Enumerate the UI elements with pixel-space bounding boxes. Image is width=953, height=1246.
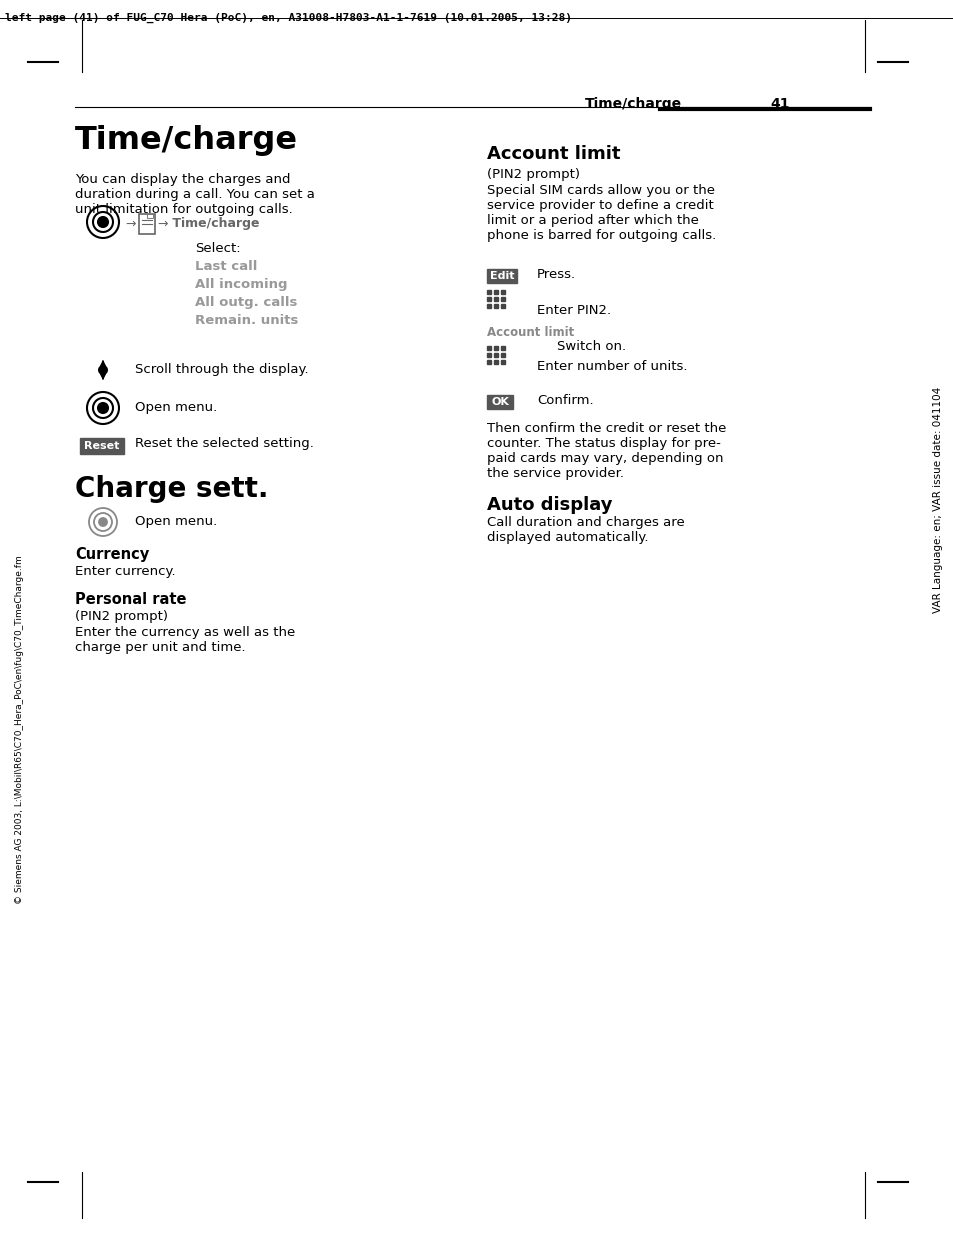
Text: Last call: Last call — [194, 260, 257, 273]
Bar — [486, 304, 491, 308]
Text: Enter the currency as well as the
charge per unit and time.: Enter the currency as well as the charge… — [75, 625, 294, 654]
Bar — [486, 297, 491, 302]
Text: Special SIM cards allow you or the
service provider to define a credit
limit or : Special SIM cards allow you or the servi… — [486, 184, 716, 242]
Text: Time/charge: Time/charge — [584, 97, 681, 111]
Text: Press.: Press. — [537, 268, 576, 282]
Text: Open menu.: Open menu. — [135, 515, 217, 528]
Text: (PIN2 prompt): (PIN2 prompt) — [486, 168, 579, 181]
Text: Call duration and charges are
displayed automatically.: Call duration and charges are displayed … — [486, 516, 684, 545]
Bar — [486, 269, 517, 283]
Text: Personal rate: Personal rate — [75, 592, 186, 607]
Text: Scroll through the display.: Scroll through the display. — [135, 363, 309, 376]
Circle shape — [98, 217, 108, 227]
Bar — [500, 304, 504, 308]
Circle shape — [98, 402, 108, 412]
Bar — [486, 346, 491, 350]
Bar — [500, 360, 504, 364]
Bar — [500, 297, 504, 302]
Text: Enter currency.: Enter currency. — [75, 564, 175, 578]
Text: →: → — [157, 218, 168, 231]
Text: Enter PIN2.: Enter PIN2. — [537, 304, 611, 316]
Text: Confirm.: Confirm. — [537, 394, 593, 407]
Text: Enter number of units.: Enter number of units. — [537, 360, 687, 373]
Bar — [486, 395, 513, 409]
Text: (PIN2 prompt): (PIN2 prompt) — [75, 611, 168, 623]
Text: Charge sett.: Charge sett. — [75, 475, 268, 503]
Text: Account limit: Account limit — [486, 326, 574, 339]
Bar — [139, 214, 154, 234]
Text: VAR Language: en; VAR issue date: 041104: VAR Language: en; VAR issue date: 041104 — [932, 386, 942, 613]
Text: Switch on.: Switch on. — [557, 340, 625, 353]
Bar — [494, 360, 497, 364]
Bar — [147, 214, 152, 218]
Text: Edit: Edit — [489, 270, 514, 282]
Text: You can display the charges and
duration during a call. You can set a
unit limit: You can display the charges and duration… — [75, 173, 314, 216]
Text: © Siemens AG 2003, L:\Mobil\R65\C70_Hera_PoC\en\fug\C70_TimeCharge.fm: © Siemens AG 2003, L:\Mobil\R65\C70_Hera… — [15, 556, 25, 905]
Bar — [494, 297, 497, 302]
Text: Auto display: Auto display — [486, 496, 612, 515]
Bar — [500, 346, 504, 350]
Bar — [500, 353, 504, 358]
Text: →: → — [125, 218, 135, 231]
Bar — [486, 360, 491, 364]
Bar — [80, 439, 124, 454]
Circle shape — [98, 365, 108, 375]
Text: Then confirm the credit or reset the
counter. The status display for pre-
paid c: Then confirm the credit or reset the cou… — [486, 422, 725, 480]
Text: Time/charge: Time/charge — [168, 217, 259, 231]
Text: OK: OK — [491, 397, 508, 407]
Bar — [494, 353, 497, 358]
Text: Reset the selected setting.: Reset the selected setting. — [135, 437, 314, 450]
Bar — [486, 353, 491, 358]
Bar — [486, 290, 491, 294]
Bar — [494, 290, 497, 294]
Text: Account limit: Account limit — [486, 145, 619, 163]
Text: All outg. calls: All outg. calls — [194, 297, 297, 309]
Text: Currency: Currency — [75, 547, 149, 562]
Bar — [494, 346, 497, 350]
Text: Select:: Select: — [194, 242, 240, 255]
Text: 41: 41 — [769, 97, 789, 111]
Text: Open menu.: Open menu. — [135, 401, 217, 414]
Text: All incoming: All incoming — [194, 278, 287, 292]
Text: Reset: Reset — [84, 441, 119, 451]
Text: Remain. units: Remain. units — [194, 314, 298, 326]
Text: Time/charge: Time/charge — [75, 125, 297, 156]
Bar — [494, 304, 497, 308]
Text: left page (41) of FUG_C70 Hera (PoC), en, A31008-H7803-A1-1-7619 (10.01.2005, 13: left page (41) of FUG_C70 Hera (PoC), en… — [5, 12, 572, 24]
Bar — [500, 290, 504, 294]
Circle shape — [99, 518, 107, 526]
